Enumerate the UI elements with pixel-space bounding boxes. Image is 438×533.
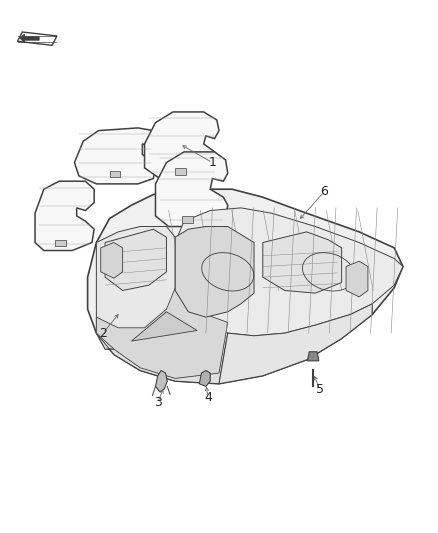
Text: 3: 3 xyxy=(154,396,162,409)
Polygon shape xyxy=(145,112,219,179)
Polygon shape xyxy=(20,34,39,43)
Text: 6: 6 xyxy=(320,185,328,198)
Polygon shape xyxy=(96,288,228,378)
Polygon shape xyxy=(110,171,120,177)
Text: 1: 1 xyxy=(208,156,216,169)
Polygon shape xyxy=(101,243,123,278)
Polygon shape xyxy=(175,168,186,175)
Polygon shape xyxy=(74,128,155,184)
Polygon shape xyxy=(155,152,228,227)
Polygon shape xyxy=(96,227,175,349)
Polygon shape xyxy=(96,290,228,384)
Polygon shape xyxy=(182,216,193,223)
Polygon shape xyxy=(175,227,254,317)
Polygon shape xyxy=(55,240,66,246)
Polygon shape xyxy=(175,208,403,336)
Polygon shape xyxy=(35,181,94,251)
Polygon shape xyxy=(263,232,342,293)
Polygon shape xyxy=(219,304,372,384)
Polygon shape xyxy=(18,32,57,45)
Polygon shape xyxy=(307,352,319,361)
Polygon shape xyxy=(131,312,197,341)
Text: 5: 5 xyxy=(316,383,324,395)
Polygon shape xyxy=(105,229,166,290)
Polygon shape xyxy=(199,370,210,386)
Text: 4: 4 xyxy=(204,391,212,403)
Polygon shape xyxy=(155,370,167,392)
Polygon shape xyxy=(88,189,403,384)
Polygon shape xyxy=(346,261,368,297)
Text: 2: 2 xyxy=(99,327,107,340)
